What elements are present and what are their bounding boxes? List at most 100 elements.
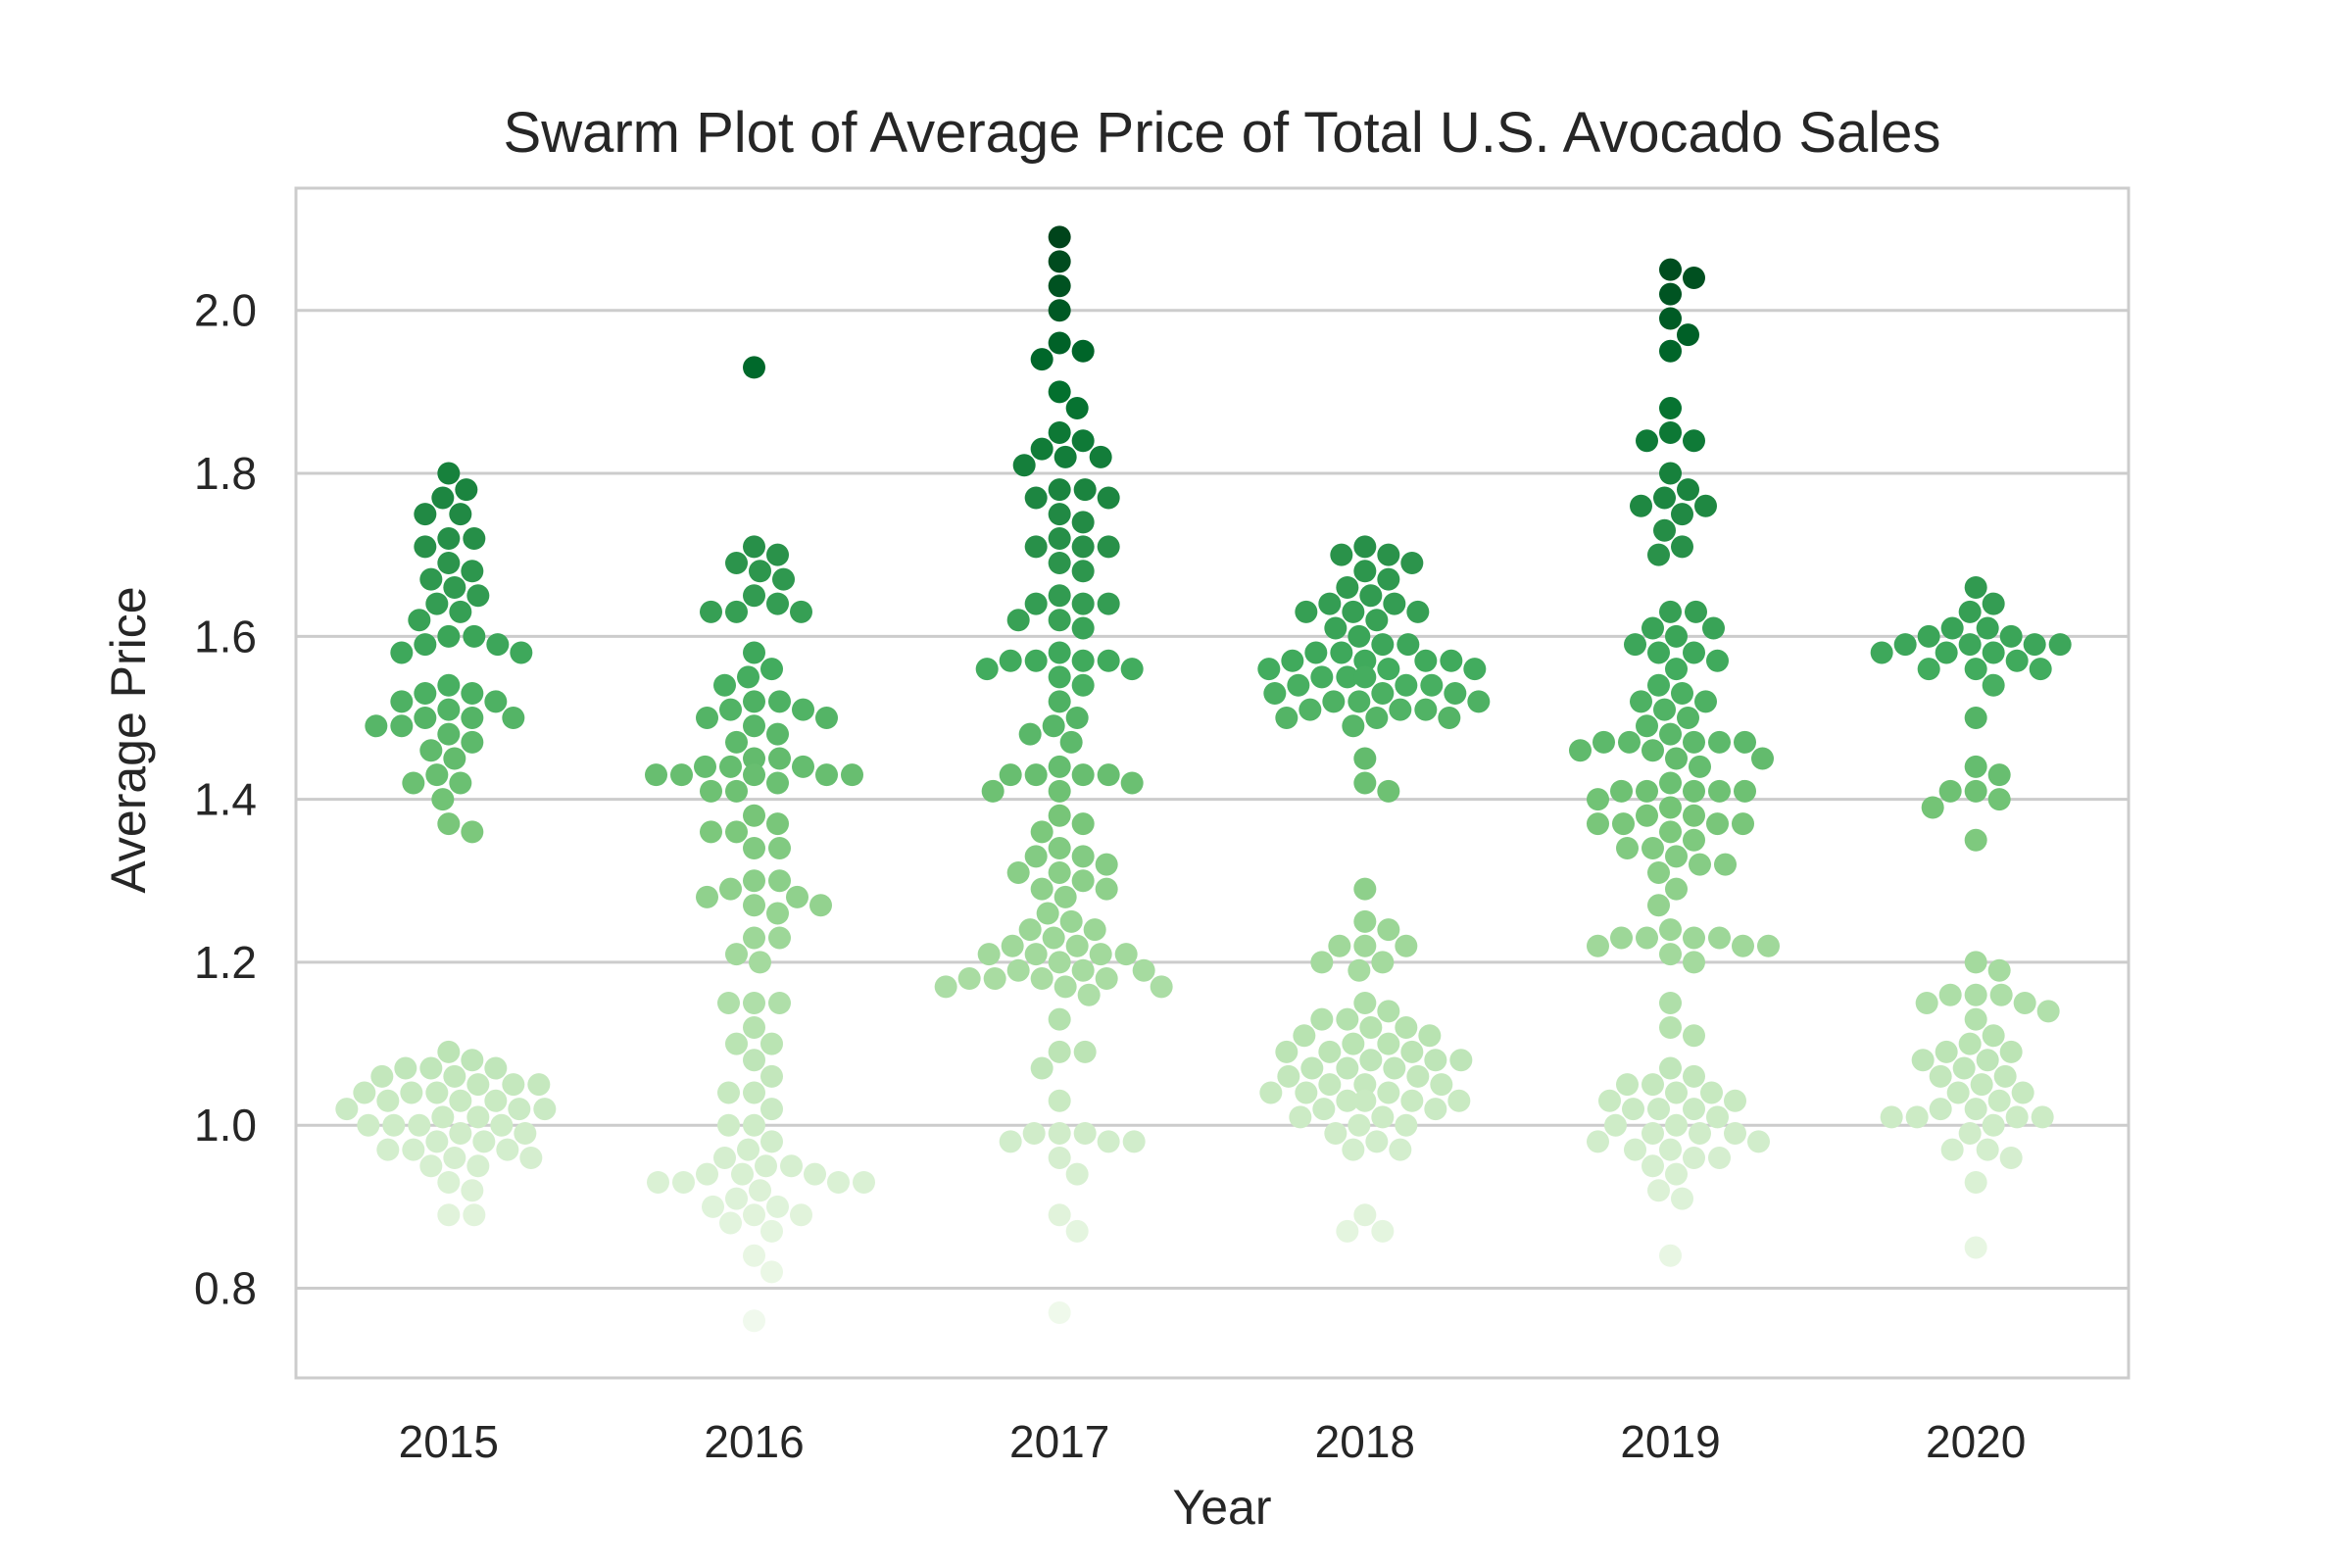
data-point xyxy=(1048,551,1071,574)
data-point xyxy=(1647,860,1670,884)
data-point xyxy=(1071,592,1095,615)
data-point xyxy=(815,706,838,729)
data-point xyxy=(1324,616,1348,640)
data-point xyxy=(1905,1105,1929,1129)
data-point xyxy=(1671,1187,1693,1210)
data-point xyxy=(725,943,748,966)
data-point xyxy=(768,837,791,860)
data-point xyxy=(1982,673,2005,697)
data-point xyxy=(1659,339,1682,363)
data-point xyxy=(463,1203,486,1227)
data-point xyxy=(1732,934,1754,957)
data-point xyxy=(1683,429,1705,453)
data-point xyxy=(1048,503,1071,526)
data-point xyxy=(760,1260,783,1284)
data-point xyxy=(1310,1007,1334,1031)
data-point xyxy=(1642,837,1664,860)
data-point xyxy=(1048,1146,1071,1169)
data-point xyxy=(1095,967,1118,991)
data-point xyxy=(1030,967,1054,991)
data-point xyxy=(999,763,1022,787)
data-point xyxy=(1114,943,1138,966)
data-point xyxy=(2023,633,2046,657)
data-point xyxy=(1275,706,1298,729)
data-point xyxy=(466,1105,490,1129)
data-point xyxy=(1642,1073,1664,1097)
data-point xyxy=(1671,503,1693,526)
data-point xyxy=(1659,943,1682,966)
data-point xyxy=(1396,633,1420,657)
data-point xyxy=(1400,1089,1424,1112)
data-point xyxy=(702,1195,724,1218)
data-point xyxy=(1659,307,1682,330)
data-point xyxy=(1706,1105,1729,1129)
data-point xyxy=(1042,714,1065,738)
data-point xyxy=(1065,706,1089,729)
data-point xyxy=(1757,934,1780,957)
data-point xyxy=(461,682,484,706)
data-point xyxy=(370,1064,394,1088)
data-point xyxy=(1048,804,1071,827)
data-point xyxy=(672,1170,695,1194)
data-point xyxy=(1683,1024,1705,1048)
data-point xyxy=(1424,1049,1447,1072)
data-point xyxy=(1371,682,1395,706)
data-point xyxy=(419,1154,443,1178)
data-point xyxy=(1365,706,1389,729)
data-point xyxy=(1636,926,1658,950)
data-point xyxy=(449,1122,472,1146)
data-point xyxy=(1371,633,1395,657)
data-point xyxy=(1935,1040,1958,1063)
data-point xyxy=(437,527,461,551)
data-point xyxy=(519,1146,543,1169)
data-point xyxy=(443,1146,466,1169)
x-tick-label: 2018 xyxy=(1315,1416,1415,1467)
data-point xyxy=(1048,609,1071,632)
data-point xyxy=(743,926,765,950)
data-point xyxy=(1987,1089,2011,1112)
data-point xyxy=(463,527,486,551)
data-point xyxy=(1964,983,1987,1006)
data-point xyxy=(1420,673,1444,697)
data-point xyxy=(719,755,742,778)
data-point xyxy=(1328,934,1351,957)
data-point xyxy=(1708,730,1731,754)
data-point xyxy=(1071,763,1095,787)
data-point xyxy=(1048,755,1071,778)
data-point xyxy=(1071,535,1095,559)
data-point xyxy=(1077,983,1101,1006)
data-point xyxy=(1622,1098,1644,1121)
data-point xyxy=(1964,1007,1987,1031)
data-point xyxy=(1724,1089,1746,1112)
data-point xyxy=(760,1098,783,1121)
data-point xyxy=(645,763,667,787)
data-point xyxy=(1618,730,1641,754)
data-point xyxy=(1982,641,2005,664)
data-point xyxy=(1964,779,1987,803)
data-point xyxy=(1277,1064,1300,1088)
data-point xyxy=(1659,992,1682,1015)
data-point xyxy=(768,869,791,893)
data-point xyxy=(696,706,718,729)
data-point xyxy=(1371,951,1395,974)
data-point xyxy=(1336,665,1359,689)
data-point xyxy=(1095,877,1118,901)
data-point xyxy=(1964,658,1987,681)
data-point xyxy=(1295,600,1318,623)
data-point xyxy=(1022,1122,1046,1146)
data-point xyxy=(1150,975,1173,999)
data-point xyxy=(1365,1130,1389,1153)
data-point xyxy=(804,1162,826,1186)
data-point xyxy=(766,771,789,795)
data-point xyxy=(1659,462,1682,485)
data-point xyxy=(1353,665,1377,689)
data-point xyxy=(957,967,981,991)
data-point xyxy=(490,1113,514,1137)
data-point xyxy=(425,1081,449,1104)
data-point xyxy=(743,641,765,664)
data-point xyxy=(486,633,510,657)
data-point xyxy=(809,894,832,917)
data-point xyxy=(1647,641,1670,664)
data-point xyxy=(1683,828,1705,852)
